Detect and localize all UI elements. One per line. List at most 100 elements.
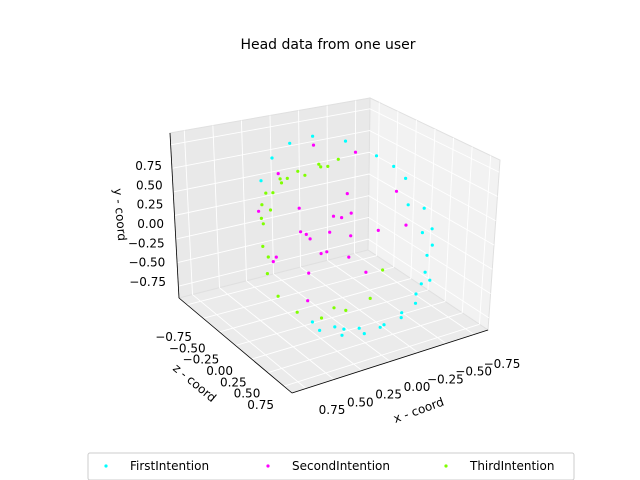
grid-line — [478, 155, 492, 325]
y-tick-label: 0.00 — [137, 217, 164, 231]
data-point — [279, 181, 284, 185]
y-tick-label: 0.75 — [135, 159, 162, 173]
data-point — [353, 150, 358, 154]
grid-line — [461, 146, 473, 313]
data-point — [376, 228, 380, 232]
data-point — [319, 165, 323, 169]
data-point — [382, 323, 386, 327]
data-point — [261, 222, 265, 226]
data-point — [259, 216, 263, 220]
y-tick-label: −0.75 — [129, 275, 166, 289]
data-point — [430, 227, 434, 231]
data-point — [399, 316, 403, 320]
data-point — [414, 292, 418, 296]
data-point — [271, 260, 275, 264]
grid-line — [175, 195, 493, 270]
data-point — [344, 308, 348, 312]
axis-lines — [169, 132, 489, 394]
data-point — [296, 169, 300, 173]
data-point — [297, 206, 301, 210]
z-axis-line — [178, 297, 293, 394]
data-point — [332, 306, 336, 310]
data-point — [328, 230, 332, 234]
data-point — [347, 255, 351, 259]
data-point — [261, 244, 265, 248]
data-point — [325, 250, 329, 254]
grid-line — [171, 130, 498, 197]
data-point — [266, 255, 270, 259]
legend-label: SecondIntention — [292, 459, 390, 473]
z-tick-label: 0.75 — [247, 398, 274, 412]
legend-marker — [266, 464, 270, 468]
data-point — [278, 177, 282, 181]
data-point — [362, 332, 366, 336]
data-point — [307, 271, 311, 275]
data-point — [345, 192, 349, 196]
grid-line — [273, 273, 391, 362]
data-point — [288, 141, 292, 145]
data-point — [318, 328, 322, 332]
axes-panes — [169, 97, 501, 394]
legend-box — [87, 452, 575, 480]
data-point — [317, 162, 321, 166]
legend: FirstIntention SecondIntention ThirdIntent… — [87, 452, 575, 480]
grid-line — [283, 323, 480, 387]
grid-line — [267, 312, 463, 374]
grid-line — [251, 300, 446, 360]
grid-line — [354, 253, 475, 335]
y-tick-label: 0.25 — [137, 198, 164, 212]
data-point — [285, 176, 289, 180]
data-point — [404, 176, 408, 180]
data-point — [413, 301, 418, 305]
data-point — [264, 191, 268, 195]
data-point — [406, 203, 410, 207]
legend-marker — [104, 464, 108, 468]
data-point — [404, 223, 408, 227]
z-tick-label: 0.25 — [220, 375, 247, 389]
data-point — [357, 326, 361, 330]
grid-line — [354, 100, 357, 254]
data-point — [378, 325, 382, 329]
data-point — [308, 237, 312, 241]
x-tick-label: 0.25 — [375, 388, 402, 402]
x-tick-label: −0.25 — [427, 372, 464, 386]
data-point — [311, 143, 316, 147]
data-point — [364, 270, 368, 274]
grid-line — [173, 151, 496, 222]
data-point — [340, 333, 344, 337]
grid-line — [176, 216, 491, 294]
data-point — [392, 164, 396, 168]
data-point — [311, 134, 315, 138]
data-point — [319, 316, 324, 320]
data-point — [349, 211, 353, 215]
x-tick-label: −0.75 — [484, 357, 521, 371]
chart-title: Head data from one user — [240, 37, 415, 53]
data-point — [394, 189, 399, 193]
data-point — [260, 203, 264, 207]
data-point — [374, 154, 379, 158]
data-point — [304, 232, 308, 236]
data-point — [268, 208, 273, 212]
data-point — [381, 268, 385, 272]
grid-line — [300, 266, 419, 353]
x-tick-label: 0.50 — [347, 395, 374, 409]
grid-line — [298, 110, 301, 268]
data-point — [422, 206, 426, 210]
data-point — [295, 310, 299, 314]
grid-line — [170, 108, 500, 173]
data-point — [276, 294, 280, 298]
data-point — [400, 311, 404, 315]
data-point — [423, 270, 427, 274]
data-point — [299, 230, 303, 234]
data-point — [349, 234, 353, 238]
x-tick-label: −0.50 — [455, 365, 492, 379]
data-point — [340, 216, 344, 220]
data-point — [420, 231, 424, 235]
grid-line — [178, 238, 490, 319]
data-point — [430, 243, 434, 247]
legend-label: FirstIntention — [130, 459, 209, 473]
data-point — [336, 157, 340, 161]
data-point — [257, 209, 261, 213]
tick-labels: 0.750.500.250.00−0.25−0.50−0.75−0.75−0.5… — [128, 159, 521, 417]
